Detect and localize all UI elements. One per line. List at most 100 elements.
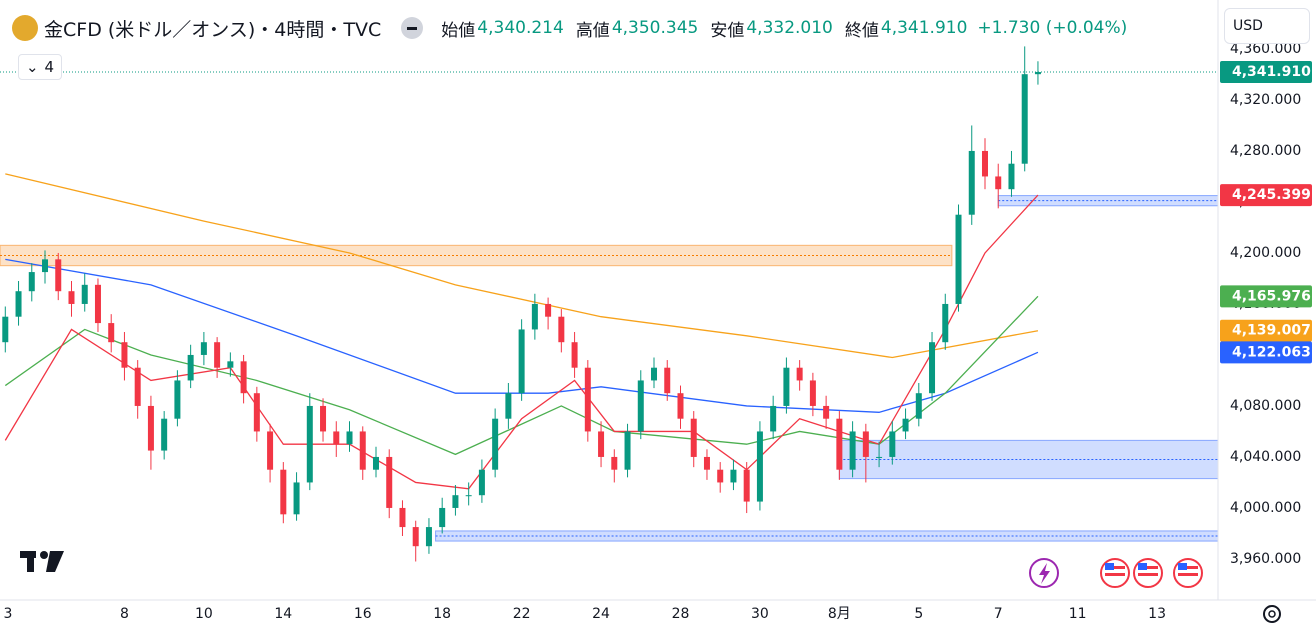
candle-body — [611, 456, 618, 470]
candle-body — [531, 303, 538, 330]
x-tick-label: 18 — [433, 606, 451, 622]
candle-body — [240, 361, 247, 394]
price-tag — [1220, 341, 1312, 364]
candle-body — [42, 259, 49, 273]
price-tag — [1220, 319, 1312, 342]
candle-body — [81, 284, 88, 304]
x-tick-label: 11 — [1069, 606, 1087, 622]
candle-body — [214, 342, 221, 368]
candle-body — [703, 456, 710, 470]
candle-body — [690, 418, 697, 457]
candle-body — [28, 272, 35, 292]
candle-body — [981, 150, 988, 177]
candle-body — [280, 469, 287, 515]
event-icons[interactable] — [1029, 558, 1203, 588]
x-tick-label: 5 — [914, 606, 923, 622]
candle-body — [995, 176, 1002, 190]
candle-body — [942, 303, 949, 343]
candle-body — [770, 405, 777, 432]
price-tag-label: 4,139.007 — [1232, 323, 1311, 339]
high-value: 4,350.345 — [611, 18, 699, 38]
candles — [2, 46, 1041, 562]
candle-body — [518, 329, 525, 394]
candle-body — [306, 405, 313, 483]
candle-body — [968, 150, 975, 215]
candle-body — [94, 284, 101, 324]
candle-body — [545, 303, 552, 317]
candle-body — [889, 431, 896, 457]
indicator-count: 4 — [44, 58, 55, 76]
candle-body — [478, 469, 485, 496]
price-tag-label: 4,245.399 — [1232, 187, 1311, 203]
x-tick-label: 22 — [513, 606, 531, 622]
axes: 3,960.000 4,000.000 4,040.000 4,080.000 4,12… — [0, 41, 1312, 622]
candle-body — [333, 431, 340, 445]
candle-body — [386, 456, 393, 508]
candle-body — [664, 367, 671, 394]
moving-average — [5, 258, 1039, 413]
x-tick-label: 3 — [3, 606, 12, 622]
candle-body — [108, 323, 115, 343]
candle-body — [823, 405, 830, 419]
low-label: 安値 — [710, 20, 745, 41]
candle-body — [637, 380, 644, 432]
y-tick-label: 4,320.000 — [1230, 92, 1301, 108]
price-tag — [1220, 61, 1312, 84]
candle-body — [161, 418, 168, 451]
collapse-button[interactable] — [401, 17, 424, 39]
candle-body — [359, 431, 366, 470]
x-tick-label: 30 — [751, 606, 769, 622]
candle-body — [1008, 163, 1015, 190]
candle-body — [492, 418, 499, 470]
candle-body — [730, 469, 737, 483]
candle-body — [187, 354, 194, 381]
candle-body — [465, 495, 472, 497]
open-value: 4,340.214 — [477, 18, 564, 38]
candle-body — [68, 291, 75, 304]
open-label: 始値 — [441, 20, 476, 41]
candle-body — [584, 367, 591, 432]
y-tick-label: 4,080.000 — [1230, 398, 1301, 414]
candle-body — [651, 367, 658, 381]
candle-body — [439, 507, 446, 528]
close-value: 4,341.910 — [880, 18, 968, 38]
candle-body — [227, 361, 234, 368]
price-tag-label: 4,341.910 — [1232, 64, 1311, 80]
x-tick-label: 28 — [672, 606, 690, 622]
candle-body — [1034, 72, 1041, 75]
currency-select[interactable]: USD — [1224, 8, 1310, 44]
candle-body — [756, 431, 763, 502]
candle-body — [902, 418, 909, 432]
candle-body — [796, 367, 803, 381]
price-tag — [1220, 184, 1312, 207]
candle-body — [915, 393, 922, 419]
candle-body — [200, 342, 207, 355]
settings-icon[interactable] — [1263, 605, 1281, 623]
candle-body — [320, 405, 327, 432]
x-tick-label: 13 — [1148, 606, 1166, 622]
candle-body — [134, 367, 141, 406]
symbol-title[interactable]: 金CFD (米ドル／オンス)・4時間・TVC — [44, 18, 382, 41]
y-tick-label: 4,280.000 — [1230, 143, 1301, 159]
price-tag-label: 4,122.063 — [1232, 344, 1311, 360]
low-value: 4,332.010 — [746, 18, 833, 38]
candle-body — [293, 482, 300, 515]
x-tick-label: 14 — [274, 606, 292, 622]
indicator-toggle[interactable]: ⌄ 4 — [18, 54, 62, 80]
candle-body — [955, 214, 962, 304]
candle-body — [862, 431, 869, 457]
candle-body — [121, 342, 128, 368]
y-tick-label: 4,040.000 — [1230, 449, 1301, 465]
candle-body — [452, 495, 459, 508]
x-tick-label: 24 — [592, 606, 610, 622]
candle-body — [253, 393, 260, 432]
x-tick-label: 8 — [120, 606, 129, 622]
x-tick-label: 7 — [994, 606, 1003, 622]
zones — [0, 195, 1219, 542]
candle-body — [2, 316, 9, 343]
x-tick-label: 10 — [195, 606, 213, 622]
candle-body — [598, 431, 605, 457]
moving-average — [5, 173, 1039, 359]
y-tick-label: 4,000.000 — [1230, 500, 1301, 516]
